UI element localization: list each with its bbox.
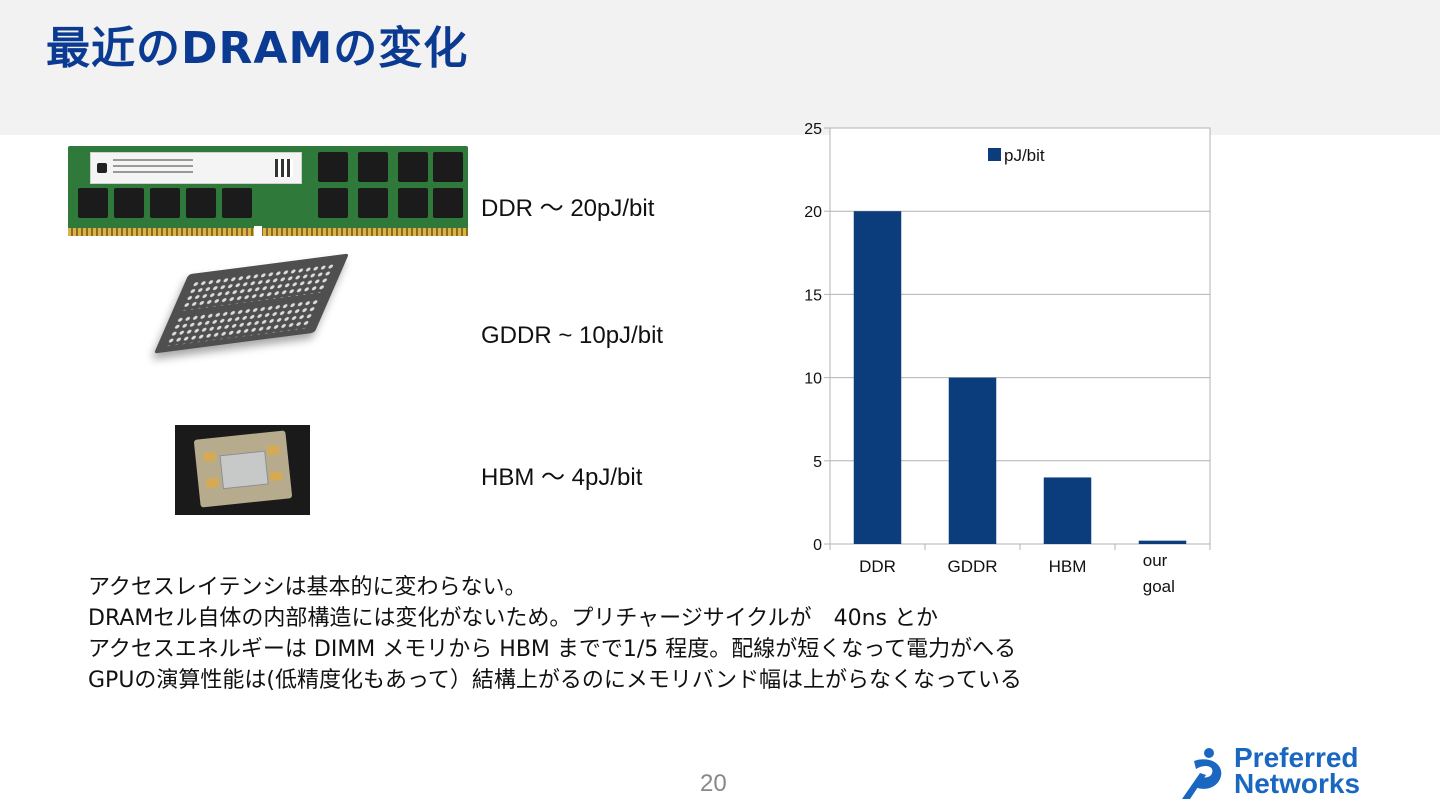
brand-line-1: Preferred xyxy=(1234,742,1359,773)
note-line: アクセスエネルギーは DIMM メモリから HBM までで1/5 程度。配線が短… xyxy=(88,637,1017,662)
header-band xyxy=(0,0,1440,135)
legend-swatch xyxy=(988,148,1001,161)
pfn-mark-icon xyxy=(1182,748,1222,799)
note-line: DRAMセル自体の内部構造には変化がないため。プリチャージサイクルが 40ns … xyxy=(88,606,939,631)
note-line: GPUの演算性能は(低精度化もあって）結構上がるのにメモリバンド幅は上がらなくな… xyxy=(88,668,1022,693)
bar xyxy=(853,211,902,544)
slide-title: 最近のDRAMの変化 xyxy=(46,23,469,74)
legend-label: pJ/bit xyxy=(1004,146,1045,165)
page-number: 20 xyxy=(700,770,727,797)
x-tick-label: our goal xyxy=(1143,551,1175,596)
y-tick-label: 0 xyxy=(813,537,822,554)
gddr-energy-label: GDDR ~ 10pJ/bit xyxy=(481,322,664,349)
hbm-package-image xyxy=(175,425,310,515)
gddr-chip-image xyxy=(107,244,354,369)
dimm-label-sticker xyxy=(90,152,302,184)
energy-bar-chart: 0 5 10 15 20 25 DDR GDDR HBM our goal pJ/bit xyxy=(780,120,1220,600)
bar xyxy=(948,377,997,544)
ddr-energy-label: DDR 〜 20pJ/bit xyxy=(481,195,655,222)
notes-block: アクセスレイテンシは基本的に変わらない。 DRAMセル自体の内部構造には変化がな… xyxy=(88,572,1208,696)
x-tick-label: GDDR xyxy=(947,557,997,576)
brand-line-2: Networks xyxy=(1234,768,1361,799)
bar xyxy=(1138,540,1187,544)
x-tick-label: HBM xyxy=(1049,557,1087,576)
note-line: アクセスレイテンシは基本的に変わらない。 xyxy=(88,575,527,600)
micron-logo-icon xyxy=(97,163,107,173)
chart-svg: 0 5 10 15 20 25 DDR GDDR HBM our goal pJ/bit xyxy=(804,121,1211,596)
preferred-networks-logo: Preferred Networks xyxy=(1176,742,1426,801)
x-tick-label: DDR xyxy=(859,557,896,576)
y-tick-label: 25 xyxy=(804,121,822,138)
y-tick-label: 20 xyxy=(804,204,822,221)
ddr-dimm-image xyxy=(68,146,468,236)
qr-code-icon xyxy=(275,159,293,177)
bar xyxy=(1043,477,1092,544)
y-tick-label: 15 xyxy=(804,287,822,304)
y-tick-label: 5 xyxy=(813,454,822,471)
y-tick-label: 10 xyxy=(804,371,822,388)
hbm-energy-label: HBM 〜 4pJ/bit xyxy=(481,464,643,491)
